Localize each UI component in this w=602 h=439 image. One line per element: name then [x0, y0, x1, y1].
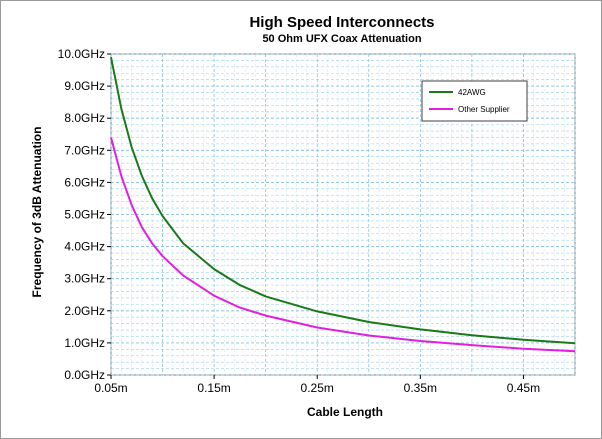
y-tick-label: 0.0GHz	[64, 368, 105, 382]
legend-box	[422, 81, 527, 121]
y-tick-label: 10.0GHz	[58, 47, 105, 61]
y-axis-label: Frequency of 3dB Attenuation	[30, 127, 44, 298]
chart-title: High Speed Interconnects	[249, 14, 434, 31]
x-axis-ticks: 0.05m 0.15m 0.25m 0.35m 0.45m	[94, 375, 540, 395]
x-tick-label: 0.45m	[507, 381, 540, 395]
chart-subtitle: 50 Ohm UFX Coax Attenuation	[262, 33, 421, 45]
x-tick-label: 0.25m	[301, 381, 334, 395]
y-tick-label: 5.0GHz	[64, 208, 105, 222]
y-tick-label: 3.0GHz	[64, 272, 105, 286]
x-tick-label: 0.35m	[404, 381, 437, 395]
y-axis-ticks: 0.0GHz 1.0GHz 2.0GHz 3.0GHz 4.0GHz 5.0GHz 6.0G…	[58, 47, 111, 382]
y-tick-label: 9.0GHz	[64, 79, 105, 93]
legend: 42AWG Other Supplier	[422, 81, 527, 121]
legend-label-other-supplier: Other Supplier	[458, 105, 510, 114]
y-tick-label: 8.0GHz	[64, 111, 105, 125]
x-tick-label: 0.15m	[197, 381, 230, 395]
legend-label-42awg: 42AWG	[458, 88, 486, 97]
x-tick-label: 0.05m	[94, 381, 127, 395]
y-tick-label: 4.0GHz	[64, 240, 105, 254]
y-tick-label: 2.0GHz	[64, 304, 105, 318]
x-axis-label: Cable Length	[307, 405, 383, 419]
y-tick-label: 7.0GHz	[64, 143, 105, 157]
y-tick-label: 6.0GHz	[64, 175, 105, 189]
y-tick-label: 1.0GHz	[64, 336, 105, 350]
